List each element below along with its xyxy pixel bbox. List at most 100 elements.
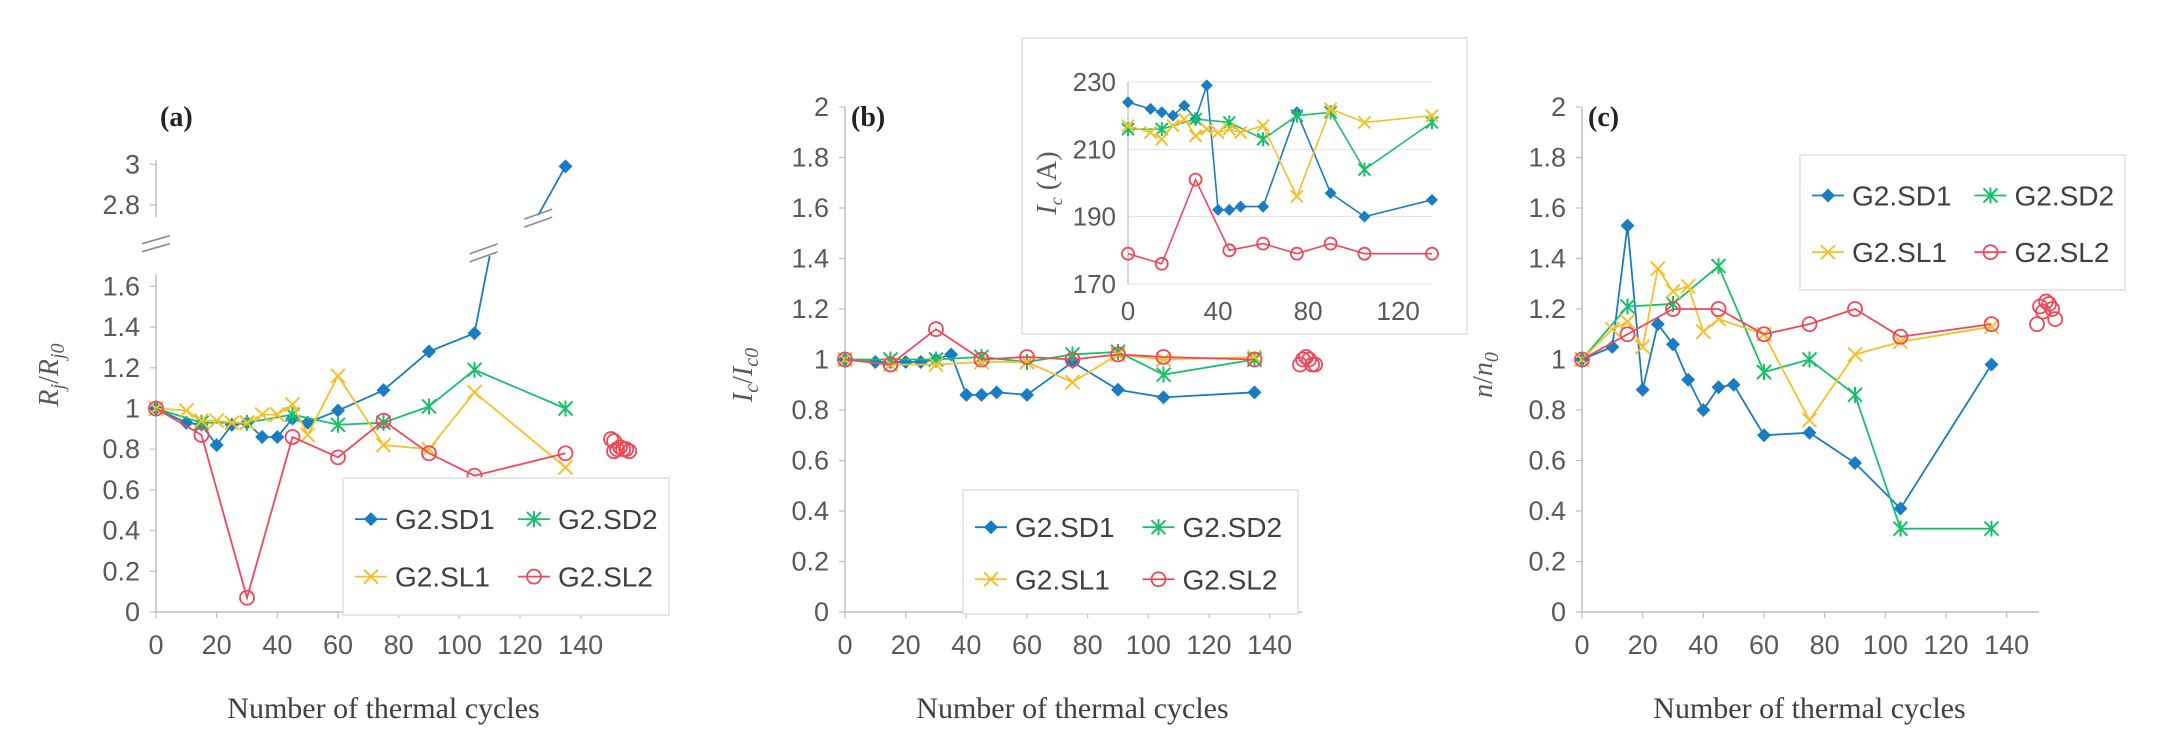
y-tick-label: 0: [814, 597, 829, 627]
inset-data-point: [1167, 109, 1180, 122]
y-tick-label: 1.2: [102, 353, 140, 383]
x-axis-title: Number of thermal cycles: [1653, 692, 1965, 725]
inset-data-point: [1425, 246, 1439, 261]
inset-data-point: [1155, 106, 1168, 119]
data-point: [208, 413, 225, 429]
x-tick-label: 60: [1012, 630, 1042, 660]
panel-b: 0 20 40 60 80 100 120 14000.20.40.60.811.21.41.…: [728, 92, 1324, 725]
legend-entry-label: G2.SL2: [558, 562, 653, 593]
inset-series-g2-sl2: [1121, 172, 1439, 271]
data-point: [557, 400, 574, 417]
data-point: [239, 589, 255, 606]
y-tick-label: 0.4: [791, 496, 829, 526]
y-tick-label: 1.6: [791, 193, 829, 223]
extra-data-point: [621, 443, 638, 460]
series-line: [844, 328, 1255, 366]
data-point: [1650, 260, 1666, 277]
extra-data-point: [2029, 316, 2045, 333]
inset-data-point: [1166, 119, 1180, 133]
data-point: [1847, 346, 1863, 363]
inset-y-tick-label: 210: [1073, 134, 1116, 164]
x-tick-label: 0: [148, 630, 163, 660]
x-tick-label: 20: [1628, 630, 1658, 660]
y-tick-label: 1.8: [1528, 143, 1566, 173]
inset-data-point: [1177, 112, 1192, 126]
inset-data-point: [1188, 172, 1203, 187]
data-point: [1619, 298, 1636, 315]
data-point: [330, 416, 346, 433]
y-tick-label: 1.6: [102, 271, 140, 301]
legend-swatch-marker: [983, 571, 999, 587]
x-axis-title: Number of thermal cycles: [916, 692, 1228, 725]
data-point: [1892, 520, 1909, 537]
inset-data-point: [1212, 203, 1225, 216]
y-axis-title: Ic/Ic0: [728, 348, 763, 403]
inset-x-tick-label: 40: [1204, 296, 1233, 326]
data-point: [299, 427, 316, 443]
series-g2-sd1: [1575, 218, 1999, 516]
data-point: [239, 415, 255, 431]
legend-swatch-marker: [1982, 187, 1999, 204]
y-tick-label: 2: [1551, 92, 1566, 122]
series-g2-sl2: [837, 321, 1324, 373]
legend-swatch-marker: [1150, 519, 1167, 536]
data-point: [1020, 387, 1034, 402]
series-g2-sl2: [1574, 293, 2064, 368]
y-tick-label: 2.8: [102, 190, 140, 220]
legend-box: [1799, 154, 2126, 291]
data-point: [193, 413, 210, 429]
panel-label: (a): [160, 102, 193, 133]
legend-swatch-marker: [1150, 571, 1167, 588]
data-point: [422, 344, 436, 359]
inset-data-point: [1155, 122, 1169, 137]
inset-y-tick-label: 190: [1073, 202, 1116, 232]
legend-entry-label: G2.SD1: [1852, 181, 1952, 212]
data-point: [269, 406, 286, 423]
y-axis-title: Rj/Rj0: [34, 343, 69, 407]
y-tick-label: 0.6: [1528, 446, 1566, 476]
inset-data-point: [1358, 210, 1371, 223]
inset-data-point: [1323, 102, 1338, 116]
x-tick-label: 40: [262, 630, 292, 660]
inset-data-point: [1290, 189, 1304, 204]
legend-entry-label: G2.SL1: [1852, 237, 1947, 268]
data-point: [1801, 316, 1818, 333]
data-point: [959, 387, 974, 402]
inset-data-point: [1257, 200, 1270, 213]
inset-frame: [1021, 37, 1468, 335]
data-point: [1710, 301, 1727, 317]
series-g2-sd2: [148, 361, 574, 433]
inset-data-point: [1256, 119, 1270, 133]
x-tick-label: 40: [951, 630, 981, 660]
inset-y-tick-label: 170: [1073, 269, 1116, 299]
data-point: [1619, 326, 1636, 343]
x-tick-label: 120: [1186, 630, 1231, 660]
data-point: [1892, 334, 1909, 350]
x-tick-label: 120: [497, 630, 542, 660]
inset-data-point: [1211, 125, 1225, 140]
inset-data-point: [1323, 236, 1338, 251]
y-tick-label: 1.2: [1528, 294, 1566, 324]
data-point: [1983, 520, 2000, 537]
data-point: [989, 385, 1004, 400]
inset-data-point: [1357, 162, 1372, 177]
inset-data-point: [1121, 246, 1135, 261]
data-point: [1801, 412, 1818, 428]
data-point: [1757, 428, 1771, 443]
x-tick-label: 80: [384, 630, 414, 660]
data-point: [1696, 403, 1711, 417]
series-g2-sd2: [1574, 258, 2000, 537]
data-point: [375, 437, 392, 453]
inset-data-point: [1425, 108, 1439, 123]
data-point: [558, 159, 573, 174]
series-line: [1581, 308, 1992, 361]
inset-data-point: [1200, 122, 1214, 136]
legend: G2.SD1 G2.SD2 G2.SL1 G2.SL2: [962, 489, 1299, 615]
data-point: [1847, 301, 1863, 317]
data-point: [209, 438, 224, 453]
data-point: [255, 429, 270, 444]
series-g2-sl2: [148, 400, 638, 606]
x-tick-label: 140: [558, 630, 603, 660]
panel-c: 0 20 40 60 80 100 120 140 0 0.2 0.4 0.6 0.8 1 1.2 1.4 1.…: [1468, 92, 2126, 725]
inset-data-point: [1143, 125, 1158, 140]
